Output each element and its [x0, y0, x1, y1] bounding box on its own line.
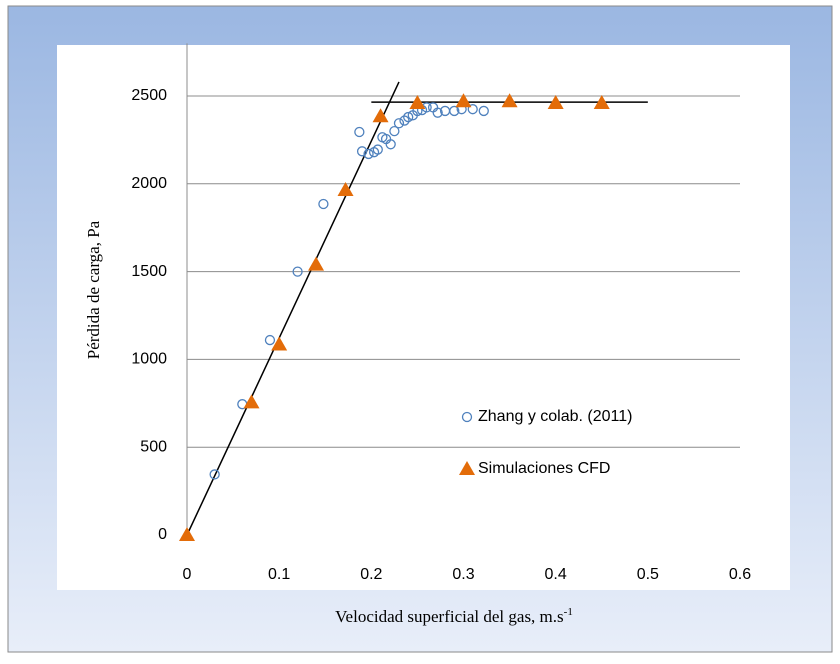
circle-marker [354, 126, 365, 138]
y-tick-label: 500 [140, 438, 167, 455]
triangle-marker [409, 95, 426, 110]
circle-marker [478, 105, 489, 117]
x-tick-label: 0 [183, 566, 192, 583]
triangle-marker [547, 95, 564, 110]
y-axis-label: Pérdida de carga, Pa [84, 220, 103, 359]
circle-marker [467, 104, 478, 115]
y-tick-label: 2500 [131, 87, 167, 104]
y-tick-label: 1000 [131, 351, 167, 368]
triangle-marker [179, 527, 195, 541]
circle-marker [393, 118, 405, 129]
x-axis-label-text: Velocidad superficial del gas, m.s [335, 607, 564, 626]
circle-marker [385, 139, 396, 150]
legend-label: Zhang y colab. (2011) [478, 408, 632, 425]
x-tick-label: 0.4 [545, 566, 567, 583]
circle-marker [356, 146, 368, 157]
circle-marker [363, 148, 374, 160]
triangle-marker [455, 93, 472, 108]
x-tick-label: 0.5 [637, 566, 659, 583]
legend-marker [459, 461, 475, 475]
x-axis-label: Velocidad superficial del gas, m.s-1 [335, 606, 573, 626]
x-tick-label: 0.3 [452, 566, 474, 583]
triangle-marker [501, 93, 518, 108]
circle-marker [399, 115, 410, 126]
triangle-marker [372, 108, 389, 123]
x-tick-label: 0.2 [360, 566, 382, 583]
x-tick-label: 0.1 [268, 566, 290, 583]
trend-line [186, 81, 400, 536]
plot-background [57, 45, 790, 590]
triangle-marker [243, 394, 260, 409]
x-axis-label-sup: -1 [564, 606, 573, 618]
triangle-marker [337, 181, 354, 196]
circle-marker [403, 111, 414, 123]
legend-label: Simulaciones CFD [478, 460, 610, 477]
circle-marker [318, 198, 329, 210]
triangle-marker [593, 95, 610, 110]
circle-marker [209, 469, 220, 480]
y-tick-label: 1500 [131, 263, 167, 280]
circle-marker [292, 266, 303, 277]
y-tick-label: 0 [158, 526, 167, 543]
legend-marker [461, 411, 473, 423]
plot: 0 500 1000 1500 2000 2500 0 0.1 0.2 0.3 0.4 0.5 0.6 Z… [131, 43, 751, 583]
circle-marker [372, 144, 383, 155]
circle-marker [389, 125, 400, 137]
triangle-marker [271, 336, 288, 351]
triangle-marker [308, 256, 325, 271]
circle-marker [264, 334, 276, 346]
circle-marker [449, 105, 460, 117]
x-tick-label: 0.6 [729, 566, 751, 583]
y-tick-label: 2000 [131, 175, 167, 192]
circle-marker [432, 107, 443, 118]
